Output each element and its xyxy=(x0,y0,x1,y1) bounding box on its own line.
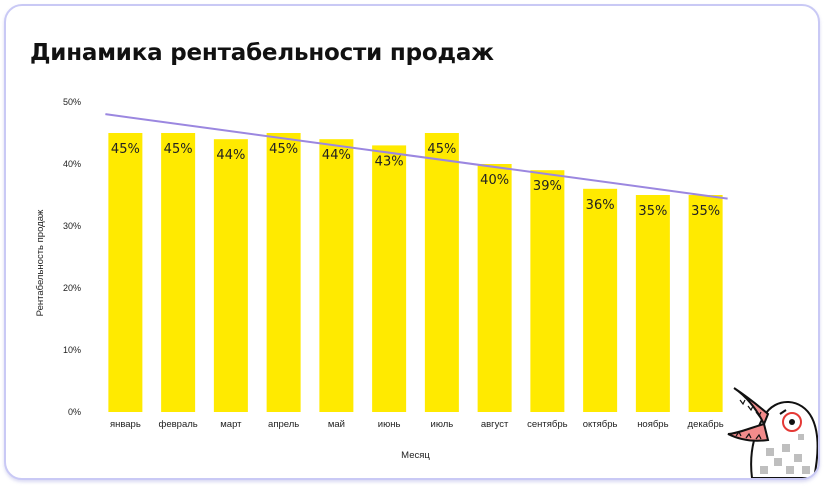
bar xyxy=(477,164,512,412)
data-label: 45% xyxy=(427,142,456,157)
y-axis-label: Рентабельность продаж xyxy=(35,209,46,316)
bar xyxy=(266,133,301,412)
bar xyxy=(688,195,723,412)
x-axis-label: Месяц xyxy=(401,450,430,461)
bar xyxy=(635,195,670,412)
data-label: 43% xyxy=(375,154,404,169)
data-label: 35% xyxy=(638,204,667,219)
data-label: 45% xyxy=(269,142,298,157)
bar xyxy=(372,145,407,412)
trend-line xyxy=(105,113,728,200)
data-label: 45% xyxy=(111,142,140,157)
x-tick-label: ноябрь xyxy=(637,419,668,430)
bar xyxy=(424,133,459,412)
x-tick-label: март xyxy=(220,419,242,430)
y-tick-label: 40% xyxy=(63,159,81,169)
y-tick-label: 30% xyxy=(63,221,81,231)
x-tick-label: сентябрь xyxy=(527,419,567,430)
bar xyxy=(583,188,618,412)
bar-chart: 0% 10% 20% 30% 40% 50% январь февраль март апрель… xyxy=(35,97,728,461)
data-label: 40% xyxy=(480,173,509,188)
data-label: 35% xyxy=(691,204,720,219)
y-tick-label: 20% xyxy=(63,283,81,293)
data-label: 39% xyxy=(533,179,562,194)
x-tick-label: октябрь xyxy=(583,419,618,430)
y-tick-label: 10% xyxy=(63,345,81,355)
bar xyxy=(319,139,354,412)
x-tick-label: май xyxy=(328,419,345,430)
bird-mascot-icon xyxy=(727,387,818,478)
data-label: 36% xyxy=(586,198,615,213)
y-tick-label: 0% xyxy=(68,407,81,417)
x-tick-label: июль xyxy=(431,419,454,430)
x-tick-label: июнь xyxy=(378,419,401,430)
page-title: Динамика рентабельности продаж xyxy=(30,40,494,66)
x-tick-label: декабрь xyxy=(688,419,724,430)
bar xyxy=(213,139,248,412)
data-label: 44% xyxy=(216,148,245,163)
x-tick-label: август xyxy=(481,419,509,430)
data-label: 44% xyxy=(322,148,351,163)
data-label: 45% xyxy=(164,142,193,157)
chart-card: Динамика рентабельности продаж 0% 10% 20% 3… xyxy=(4,4,820,480)
bar xyxy=(108,133,143,412)
x-tick-label: февраль xyxy=(159,419,198,430)
bar xyxy=(161,133,196,412)
bar xyxy=(530,170,565,412)
x-tick-label: январь xyxy=(110,419,141,430)
x-tick-label: апрель xyxy=(268,419,299,430)
y-tick-label: 50% xyxy=(63,97,81,107)
